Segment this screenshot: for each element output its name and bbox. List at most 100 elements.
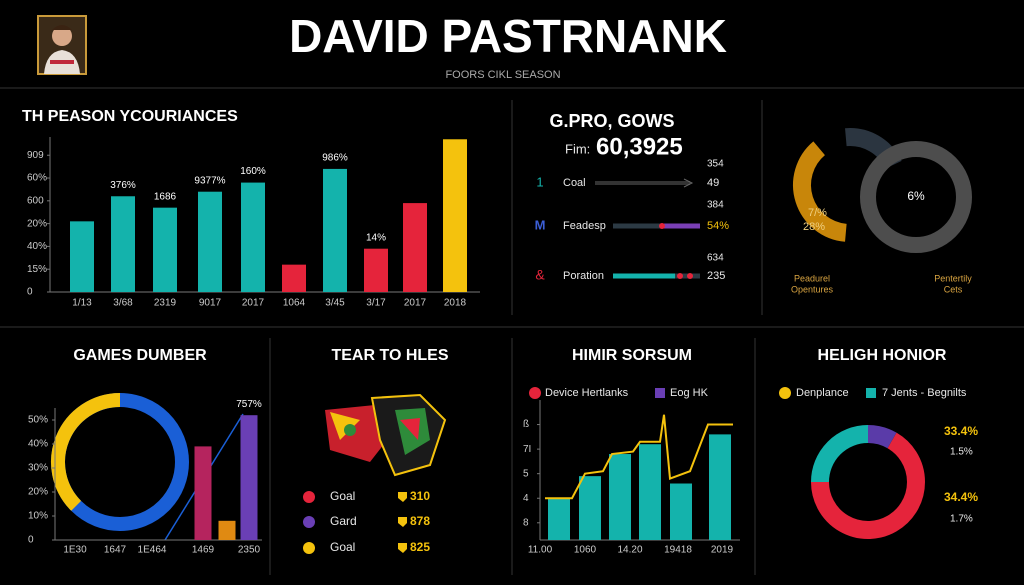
y-tick-label: 20% xyxy=(28,487,48,498)
y-tick-label: 7I xyxy=(523,444,531,455)
bar xyxy=(198,191,222,292)
team-logo xyxy=(325,393,447,477)
y-tick-label: 10% xyxy=(28,511,48,522)
team-value: 310 xyxy=(410,489,430,503)
team-label: Goal xyxy=(330,489,355,503)
x-tick-label: 2017 xyxy=(242,298,265,309)
subtitle: FOORS CIKL SEASON xyxy=(445,69,560,81)
ring-shapes xyxy=(793,128,972,253)
bar xyxy=(70,221,94,292)
stat-icon: 1 xyxy=(536,174,543,189)
y-tick-label: 50% xyxy=(28,415,48,426)
bar xyxy=(639,444,661,540)
legend-label: Eog HK xyxy=(670,387,709,399)
page-title: DAVID PASTRNANK xyxy=(289,10,727,62)
bar xyxy=(670,483,692,540)
x-tick-label: 11.00 xyxy=(528,545,553,556)
bar xyxy=(709,434,731,540)
stat-top: 354 xyxy=(707,159,724,170)
data-annotation: 9377% xyxy=(194,175,225,186)
x-tick-label: 3/68 xyxy=(113,298,133,309)
ring-label: 7/% xyxy=(808,207,827,219)
x-tick-label: 1469 xyxy=(192,545,215,556)
bar xyxy=(548,498,570,540)
ring-center: 6% xyxy=(907,189,925,203)
stat-label: Feadesp xyxy=(563,220,606,232)
stat-value: 235 xyxy=(707,270,725,282)
team-value: 878 xyxy=(410,514,430,528)
y-tick-label: 8 xyxy=(523,517,529,528)
stat-value: 54% xyxy=(707,220,729,232)
honor-legend: Denplance xyxy=(796,387,849,399)
ring-legend: Opentures xyxy=(791,284,834,294)
stats-value: 60,3925 xyxy=(596,133,683,160)
ring-label: 28% xyxy=(803,221,825,233)
ring-legend: Peadurel xyxy=(794,273,830,283)
badge-icon xyxy=(398,492,407,553)
stats-bars xyxy=(595,178,700,279)
y-tick-label: 30% xyxy=(28,463,48,474)
x-tick-label: 1064 xyxy=(283,298,306,309)
bar xyxy=(609,454,631,540)
legend-swatch xyxy=(655,388,665,398)
stats-title: G.PRO, GOWS xyxy=(549,111,674,131)
y-tick-label: 600 xyxy=(27,195,44,206)
ring-legend: Cets xyxy=(944,284,963,294)
honor-label: 34.4% xyxy=(944,490,978,504)
bar xyxy=(153,207,177,292)
bar xyxy=(240,415,258,540)
x-tick-label: 3/45 xyxy=(325,298,345,309)
panel-title: TEAR TO HLES xyxy=(331,347,448,364)
y-tick-label: ß xyxy=(523,419,529,430)
legend-dot xyxy=(529,387,541,399)
bar xyxy=(241,182,265,292)
x-tick-label: 2017 xyxy=(404,298,427,309)
stat-label: Coal xyxy=(563,177,586,189)
bar xyxy=(282,264,306,292)
y-tick-label: 909 xyxy=(27,150,44,161)
stats-prefix: Fim: xyxy=(565,141,590,156)
panel-title: HELIGH HONIOR xyxy=(818,347,947,364)
stat-icon: M xyxy=(535,217,546,232)
y-tick-label: 20% xyxy=(27,218,47,229)
y-tick-label: 0 xyxy=(27,287,33,298)
data-annotation: 757% xyxy=(236,399,262,410)
x-tick-label: 14.20 xyxy=(617,545,642,556)
y-tick-label: 4 xyxy=(523,493,529,504)
bar xyxy=(403,203,427,292)
data-annotation: 14% xyxy=(366,232,386,243)
panel-title: HIMIR SORSUM xyxy=(572,347,692,364)
stat-top: 384 xyxy=(707,200,724,211)
bar xyxy=(323,168,347,292)
y-tick-label: 60% xyxy=(27,173,47,184)
x-tick-label: 2018 xyxy=(444,298,467,309)
bar xyxy=(579,476,601,540)
legend-dot xyxy=(303,516,315,528)
legend-dot xyxy=(303,542,315,554)
honor-donut xyxy=(811,425,925,539)
panel-title: GAMES DUMBER xyxy=(73,347,207,364)
legend-dot xyxy=(303,491,315,503)
legend-dot xyxy=(779,387,791,399)
team-label: Gard xyxy=(330,514,357,528)
data-annotation: 160% xyxy=(240,166,266,177)
y-tick-label: 15% xyxy=(27,264,47,275)
team-value: 825 xyxy=(410,540,430,554)
x-tick-label: 2319 xyxy=(154,298,177,309)
x-tick-label: 1060 xyxy=(574,545,597,556)
line-series xyxy=(545,414,733,500)
honor-legend: 7 Jents - Begnilts xyxy=(882,387,967,399)
x-tick-label: 1E30 xyxy=(63,545,87,556)
y-tick-label: 40% xyxy=(27,241,47,252)
honor-label: 1.5% xyxy=(950,447,973,458)
x-tick-label: 1/13 xyxy=(72,298,92,309)
bar xyxy=(111,196,135,292)
honor-label: 1.7% xyxy=(950,514,973,525)
y-tick-label: 40% xyxy=(28,439,48,450)
stat-label: Poration xyxy=(563,270,604,282)
x-tick-label: 19418 xyxy=(664,545,692,556)
stat-top: 634 xyxy=(707,253,724,264)
bar xyxy=(218,520,236,540)
y-tick-label: 0 xyxy=(28,535,34,546)
